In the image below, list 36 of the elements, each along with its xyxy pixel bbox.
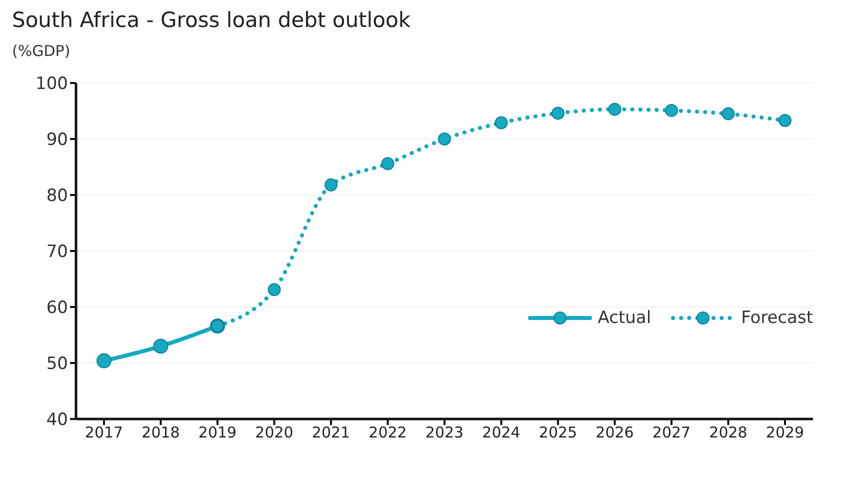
x-tick-label: 2023 — [425, 424, 464, 442]
point — [96, 353, 112, 368]
point — [324, 178, 338, 192]
point — [268, 283, 281, 296]
x-tick-label: 2029 — [766, 424, 804, 442]
x-tick-label: 2026 — [596, 424, 634, 442]
y-tick-label: 70 — [46, 242, 68, 262]
x-tick-label: 2020 — [255, 424, 294, 442]
x-tick-label: 2024 — [482, 424, 520, 442]
point — [381, 157, 394, 170]
y-tick-label: 90 — [46, 130, 68, 150]
x-tick-label: 2028 — [709, 424, 748, 442]
legend-label: Actual — [598, 308, 652, 328]
x-tick-label: 2021 — [312, 424, 350, 442]
y-tick-label: 50 — [46, 354, 68, 374]
y-tick-label: 60 — [46, 298, 68, 318]
y-tick-label: 80 — [46, 186, 68, 206]
x-tick-label: 2027 — [652, 424, 691, 442]
point — [608, 102, 622, 116]
point — [722, 107, 735, 120]
x-tick-label: 2017 — [84, 424, 124, 442]
x-tick-label: 2022 — [368, 424, 407, 442]
x-tick-label: 2018 — [142, 424, 180, 442]
y-tick-label: 40 — [46, 410, 68, 430]
point — [494, 116, 508, 130]
point — [552, 106, 564, 120]
point — [665, 104, 678, 117]
point — [778, 114, 792, 128]
point — [438, 132, 451, 146]
y-tick-label: 100 — [36, 74, 68, 94]
x-tick-label: 2025 — [538, 424, 578, 442]
chart-title: South Africa - Gross loan debt outlook — [12, 8, 410, 32]
y-axis-title: (%GDP) — [12, 42, 70, 60]
x-tick-label: 2019 — [198, 424, 237, 442]
point — [153, 338, 168, 354]
legend-label: Forecast — [741, 308, 813, 328]
